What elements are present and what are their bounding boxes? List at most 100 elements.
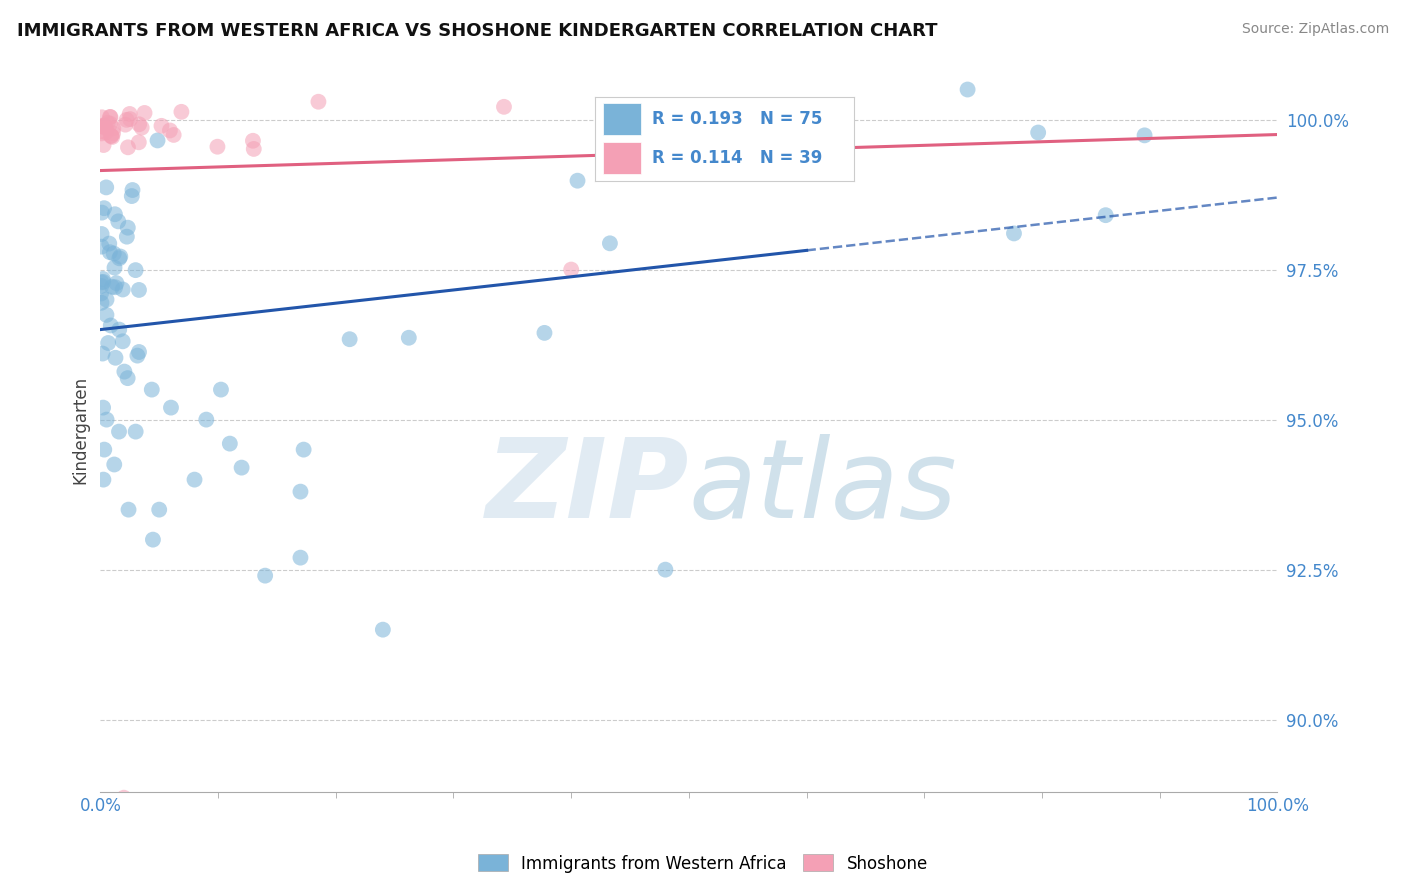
Point	[183, 473, 205, 487]
Point	[1002, 227, 1025, 241]
Point	[1133, 128, 1156, 143]
Point	[195, 412, 218, 426]
Point	[371, 623, 394, 637]
Point	[101, 126, 124, 140]
Point	[128, 136, 150, 150]
Point	[107, 214, 129, 228]
Point	[90, 295, 112, 310]
Point	[90, 286, 112, 301]
Point	[91, 346, 114, 360]
Point	[93, 119, 115, 133]
Point	[142, 533, 165, 547]
Point	[93, 473, 115, 487]
Point	[128, 345, 150, 359]
Point	[91, 111, 114, 125]
Point	[117, 220, 139, 235]
Point	[290, 484, 312, 499]
Point	[108, 252, 131, 266]
Point	[148, 502, 170, 516]
Point	[101, 280, 124, 294]
Point	[117, 371, 139, 385]
Text: Source: ZipAtlas.com: Source: ZipAtlas.com	[1241, 22, 1389, 37]
Point	[170, 104, 193, 119]
Point	[97, 116, 120, 130]
Point	[104, 351, 127, 365]
Point	[101, 130, 124, 145]
Point	[93, 120, 115, 134]
Point	[93, 442, 115, 457]
Point	[103, 246, 125, 260]
Point	[114, 118, 136, 132]
Point	[120, 112, 142, 127]
Point	[956, 82, 979, 96]
Point	[160, 401, 183, 415]
Point	[100, 128, 122, 143]
Point	[98, 245, 121, 260]
Point	[97, 336, 120, 351]
Point	[96, 293, 118, 307]
Point	[90, 124, 112, 138]
Point	[533, 326, 555, 340]
Point	[115, 229, 138, 244]
Point	[90, 279, 112, 293]
Point	[98, 117, 121, 131]
Point	[567, 174, 589, 188]
Point	[90, 227, 112, 241]
Point	[103, 260, 125, 275]
Point	[115, 112, 138, 127]
Point	[103, 458, 125, 472]
Point	[90, 275, 112, 289]
Point	[339, 332, 361, 346]
Text: IMMIGRANTS FROM WESTERN AFRICA VS SHOSHONE KINDERGARTEN CORRELATION CHART: IMMIGRANTS FROM WESTERN AFRICA VS SHOSHO…	[17, 22, 938, 40]
Point	[492, 100, 515, 114]
Point	[100, 128, 122, 143]
Point	[117, 502, 139, 516]
Point	[91, 119, 114, 133]
Point	[108, 425, 131, 439]
Point	[131, 120, 153, 135]
Point	[290, 550, 312, 565]
Point	[91, 401, 114, 415]
Point	[599, 236, 621, 251]
Point	[128, 283, 150, 297]
Point	[104, 207, 127, 221]
Point	[91, 275, 114, 289]
Point	[1026, 126, 1049, 140]
Point	[105, 276, 128, 290]
Point	[128, 117, 150, 131]
Point	[560, 262, 582, 277]
Point	[104, 280, 127, 294]
Point	[218, 436, 240, 450]
Point	[111, 283, 134, 297]
Point	[98, 110, 121, 124]
Point	[103, 121, 125, 136]
Point	[242, 134, 264, 148]
Point	[307, 95, 329, 109]
Legend: Immigrants from Western Africa, Shoshone: Immigrants from Western Africa, Shoshone	[471, 847, 935, 880]
Point	[654, 563, 676, 577]
Point	[1094, 208, 1116, 222]
Point	[111, 334, 134, 349]
Point	[96, 412, 118, 426]
Point	[127, 349, 149, 363]
Point	[124, 263, 146, 277]
Point	[231, 460, 253, 475]
Point	[398, 331, 420, 345]
Point	[100, 318, 122, 333]
Point	[242, 142, 264, 156]
Point	[93, 201, 115, 215]
Point	[124, 425, 146, 439]
Point	[141, 383, 163, 397]
Point	[90, 127, 112, 141]
Point	[96, 308, 118, 322]
Point	[100, 110, 122, 124]
Point	[209, 383, 232, 397]
Point	[96, 180, 118, 194]
Point	[207, 139, 229, 153]
Point	[90, 205, 112, 219]
Point	[134, 106, 156, 120]
Text: atlas: atlas	[689, 434, 957, 541]
Point	[159, 123, 181, 137]
Point	[110, 250, 132, 264]
Point	[146, 133, 169, 147]
